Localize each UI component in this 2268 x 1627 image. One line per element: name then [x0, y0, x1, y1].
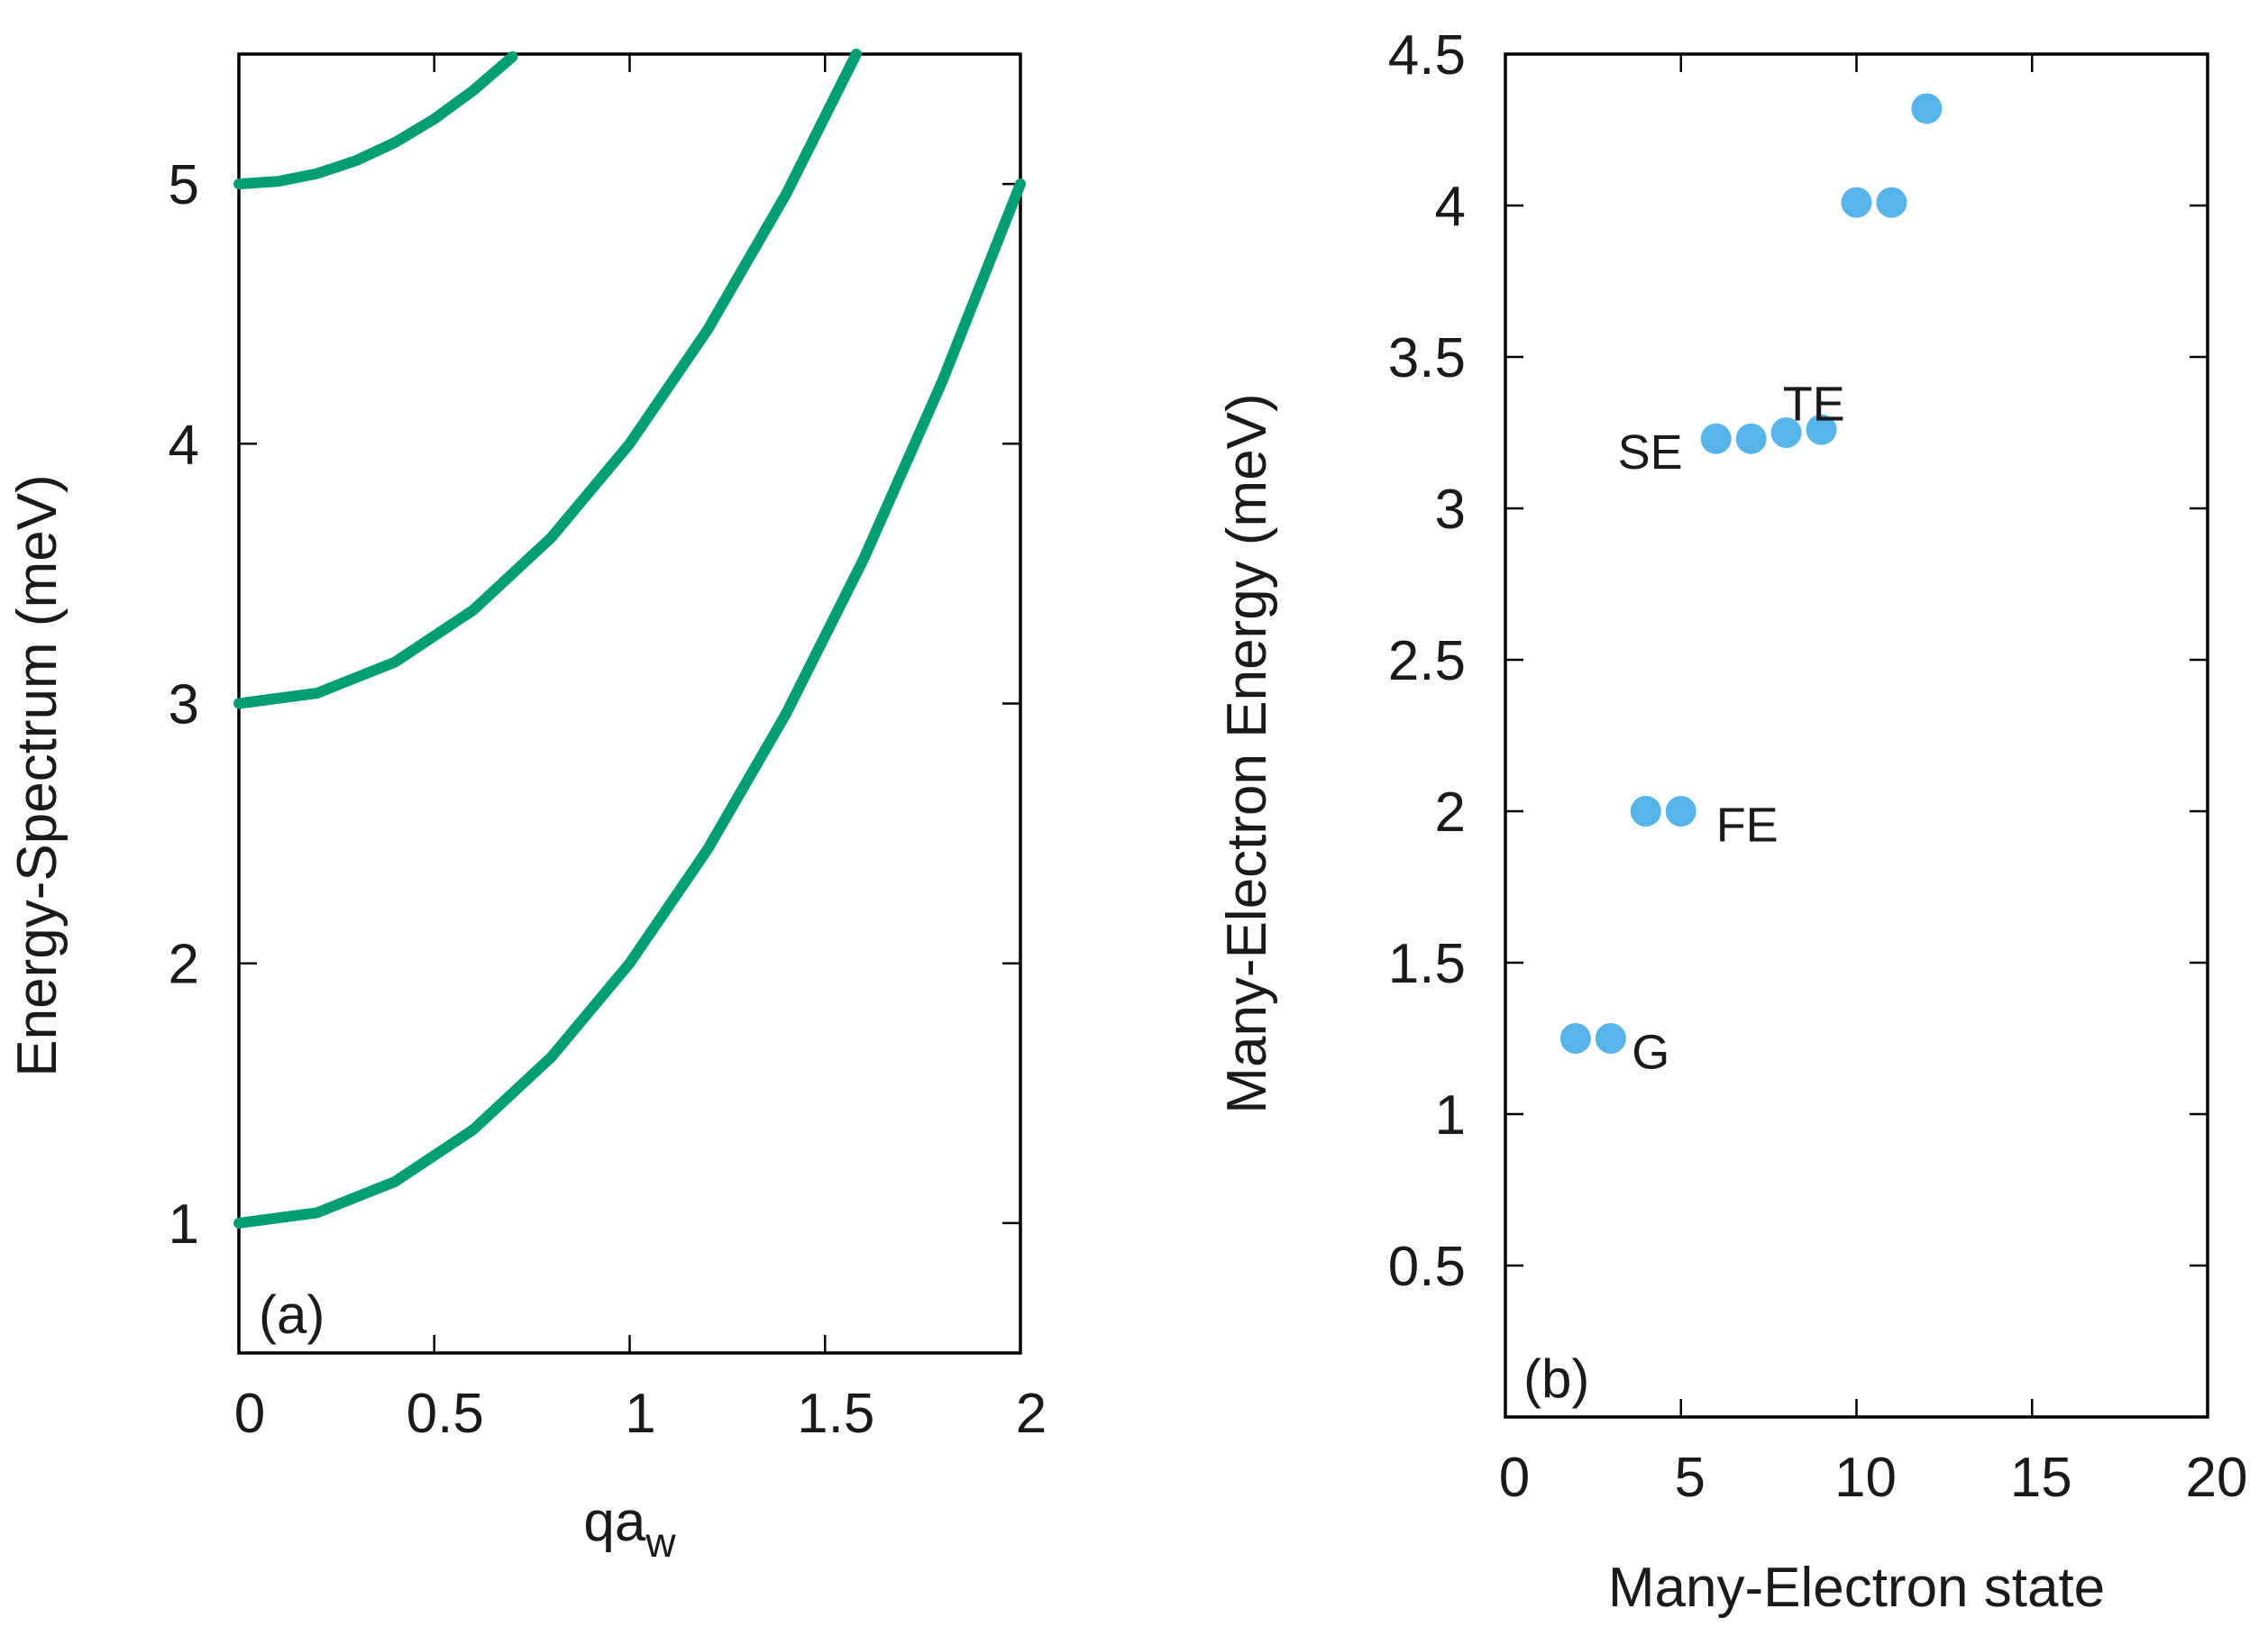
- panel-a-series-line-2: [233, 49, 862, 709]
- panel-a-y-tick-label: 4: [169, 414, 199, 476]
- panel-a-y-tick-label: 3: [169, 674, 199, 736]
- panel-b-data-point: [1876, 187, 1907, 218]
- panel-b-plot-frame: [1504, 52, 2209, 1419]
- panel-a-ticks: 0 0.5 1 1.5 2 1 2 3 4 5: [169, 54, 1047, 1445]
- panel-a-spectrum-chart: 0 0.5 1 1.5 2 1 2 3 4 5 Energy-Spectrum (meV) qaw…: [6, 49, 1047, 1566]
- panel-b-data-point: [1770, 417, 1802, 448]
- panel-b-points: [1559, 93, 1943, 1054]
- panel-a-x-tick-label: 1: [625, 1383, 655, 1445]
- panel-b-y-tick-label: 2.5: [1388, 630, 1466, 692]
- panel-b-x-tick-label: 10: [1834, 1447, 1897, 1509]
- panel-a-plot-frame: [237, 52, 1022, 1355]
- panel-b-x-tick-label: 15: [2010, 1447, 2072, 1509]
- panel-b-annotation-fe: FE: [1716, 798, 1779, 852]
- panel-a-y-tick-label: 1: [169, 1193, 199, 1256]
- panel-a-label: (a): [259, 1284, 325, 1345]
- panel-a-series: [233, 49, 1026, 1229]
- panel-b-data-point: [1700, 423, 1732, 454]
- panel-b-y-tick-label: 4.5: [1388, 24, 1466, 87]
- panel-a-y-tick-label: 2: [169, 934, 199, 996]
- panel-b-y-axis-label: Many-Electron Energy (meV): [1216, 393, 1278, 1113]
- panel-a-x-tick-label: 0.5: [407, 1383, 484, 1445]
- panel-b-ticks: 0 5 10 15 20 0.5 1 1.5 2 2.5 3 3.5 4 4.5: [1388, 24, 2248, 1509]
- panel-b-x-axis-label: Many-Electron state: [1608, 1557, 2105, 1619]
- panel-b-y-tick-label: 0.5: [1388, 1236, 1466, 1298]
- panel-b-x-tick-label: 5: [1675, 1447, 1706, 1509]
- panel-b-y-tick-label: 1.5: [1388, 933, 1466, 995]
- panel-b-data-point: [1630, 796, 1661, 827]
- panel-b-energy-chart: 0 5 10 15 20 0.5 1 1.5 2 2.5 3 3.5 4 4.5 G FE SE TE Many…: [1216, 24, 2247, 1619]
- panel-b-x-tick-label: 20: [2186, 1447, 2248, 1509]
- panel-b-y-tick-label: 3: [1435, 479, 1466, 541]
- panel-a-x-tick-label: 0: [234, 1383, 265, 1445]
- panel-a-y-tick-label: 5: [169, 154, 199, 216]
- panel-b-data-point: [1841, 187, 1872, 218]
- panel-a-y-axis-label: Energy-Spectrum (meV): [6, 474, 69, 1076]
- panel-b-data-point: [1911, 93, 1943, 124]
- panel-b-x-tick-label: 0: [1499, 1447, 1530, 1509]
- panel-b-data-point: [1806, 414, 1837, 445]
- panel-a-x-tick-label: 2: [1016, 1383, 1047, 1445]
- panel-a-x-axis-label: qaw: [583, 1491, 676, 1566]
- panel-b-y-tick-label: 2: [1435, 782, 1466, 844]
- panel-a-series-line-3: [233, 50, 518, 190]
- panel-b-annotation-te: TE: [1783, 377, 1845, 431]
- panel-b-annotations: G FE SE TE: [1618, 377, 1845, 1079]
- panel-b-y-tick-label: 3.5: [1388, 327, 1466, 389]
- panel-b-data-point: [1735, 423, 1767, 454]
- panel-a-x-tick-label: 1.5: [797, 1383, 874, 1445]
- panel-b-label: (b): [1523, 1348, 1589, 1409]
- panel-a-x-axis-label-main: qa: [583, 1491, 645, 1553]
- panel-b-annotation-g: G: [1632, 1025, 1669, 1079]
- panel-b-y-tick-label: 1: [1435, 1084, 1466, 1147]
- panel-b-data-point: [1595, 1023, 1626, 1054]
- panel-b-data-point: [1559, 1023, 1591, 1054]
- panel-b-annotation-se: SE: [1618, 425, 1683, 480]
- panel-a-x-axis-label-subscript: w: [645, 1519, 676, 1566]
- panel-b-y-tick-label: 4: [1435, 176, 1466, 238]
- panel-a-series-line-1: [233, 178, 1026, 1229]
- panel-b-data-point: [1665, 796, 1696, 827]
